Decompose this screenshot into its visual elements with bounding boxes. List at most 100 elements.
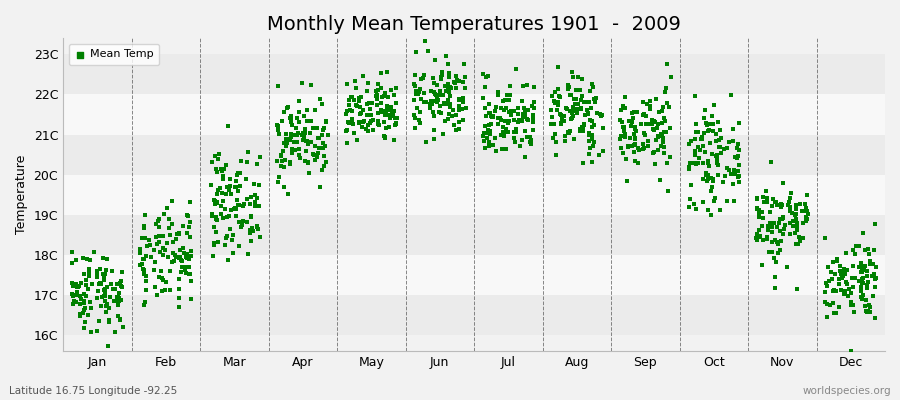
Point bbox=[441, 61, 455, 68]
Point bbox=[93, 280, 107, 287]
Point bbox=[770, 239, 784, 246]
Point bbox=[508, 126, 523, 132]
Point bbox=[655, 133, 670, 140]
Point bbox=[423, 100, 437, 107]
Point bbox=[752, 214, 767, 220]
Point bbox=[491, 92, 506, 98]
Point bbox=[283, 137, 297, 144]
Point bbox=[771, 220, 786, 226]
Point bbox=[78, 276, 93, 283]
Point bbox=[151, 218, 166, 224]
Point bbox=[575, 93, 590, 99]
Point bbox=[152, 216, 166, 222]
Point bbox=[626, 114, 640, 121]
Point bbox=[240, 251, 255, 257]
Point bbox=[856, 275, 870, 282]
Point bbox=[556, 118, 571, 124]
Point bbox=[826, 288, 841, 295]
Point bbox=[148, 267, 162, 273]
Point bbox=[480, 134, 494, 141]
Point bbox=[588, 139, 602, 146]
Point bbox=[582, 116, 597, 123]
Point bbox=[285, 121, 300, 128]
Point bbox=[414, 76, 428, 83]
Point bbox=[480, 113, 494, 119]
Point bbox=[681, 204, 696, 210]
Point bbox=[94, 302, 109, 309]
Point bbox=[500, 129, 515, 135]
Point bbox=[660, 61, 674, 67]
Point bbox=[731, 174, 745, 180]
Point bbox=[73, 313, 87, 320]
Point bbox=[517, 105, 531, 111]
Point bbox=[627, 134, 642, 141]
Point bbox=[566, 113, 580, 120]
Point bbox=[439, 88, 454, 94]
Point bbox=[294, 132, 309, 138]
Point bbox=[861, 246, 876, 253]
Point bbox=[698, 120, 713, 126]
Point bbox=[799, 215, 814, 222]
Point bbox=[438, 83, 453, 89]
Point bbox=[169, 254, 184, 260]
Point bbox=[548, 89, 562, 95]
Point bbox=[489, 148, 503, 154]
Point bbox=[427, 113, 441, 120]
Point bbox=[645, 121, 660, 128]
Point bbox=[452, 119, 466, 126]
Point bbox=[799, 205, 814, 212]
Point bbox=[497, 130, 511, 136]
Point bbox=[441, 116, 455, 122]
Point bbox=[732, 162, 746, 168]
Point bbox=[698, 149, 713, 156]
Point bbox=[284, 119, 298, 126]
Point bbox=[494, 105, 508, 111]
Point bbox=[649, 137, 663, 143]
Point bbox=[297, 133, 311, 140]
Point bbox=[93, 266, 107, 272]
Point bbox=[768, 284, 782, 291]
Point bbox=[247, 181, 261, 187]
Point bbox=[216, 198, 230, 204]
Point bbox=[81, 286, 95, 292]
Point bbox=[244, 214, 258, 220]
Point bbox=[84, 304, 98, 311]
Point bbox=[776, 231, 790, 237]
Point bbox=[428, 57, 442, 63]
Point bbox=[442, 111, 456, 117]
Point bbox=[585, 136, 599, 143]
Point bbox=[359, 101, 374, 107]
Point bbox=[344, 119, 358, 126]
Point bbox=[793, 238, 807, 244]
Point bbox=[792, 234, 806, 240]
Point bbox=[727, 171, 742, 178]
Point bbox=[593, 113, 608, 120]
Point bbox=[112, 295, 126, 301]
Point bbox=[575, 124, 590, 131]
Point bbox=[486, 113, 500, 120]
Point bbox=[497, 107, 511, 114]
Point bbox=[616, 103, 630, 110]
Point bbox=[379, 125, 393, 131]
Point bbox=[97, 292, 112, 299]
Point bbox=[66, 293, 80, 299]
Point bbox=[248, 200, 262, 206]
Point bbox=[319, 158, 333, 165]
Point bbox=[155, 275, 169, 282]
Point bbox=[152, 274, 166, 281]
Point bbox=[229, 184, 243, 190]
Point bbox=[706, 151, 720, 157]
Point bbox=[504, 107, 518, 114]
Point bbox=[183, 199, 197, 206]
Point bbox=[854, 269, 868, 275]
Point bbox=[379, 108, 393, 114]
Point bbox=[250, 224, 265, 230]
Point bbox=[136, 256, 150, 262]
Point bbox=[655, 108, 670, 115]
Point bbox=[86, 248, 101, 255]
Point bbox=[95, 255, 110, 261]
Point bbox=[284, 131, 298, 137]
Point bbox=[501, 120, 516, 126]
Point bbox=[584, 124, 598, 130]
Point bbox=[271, 123, 285, 130]
